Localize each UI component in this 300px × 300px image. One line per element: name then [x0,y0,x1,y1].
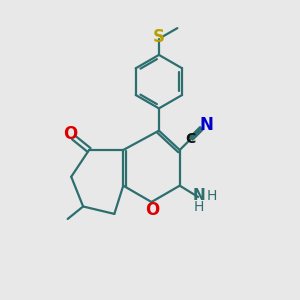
Text: S: S [153,28,165,46]
Text: O: O [145,201,159,219]
Text: N: N [200,116,214,134]
Text: O: O [63,125,77,143]
Text: N: N [193,188,206,203]
Text: C: C [185,133,195,146]
Text: H: H [206,189,217,203]
Text: H: H [194,200,204,214]
